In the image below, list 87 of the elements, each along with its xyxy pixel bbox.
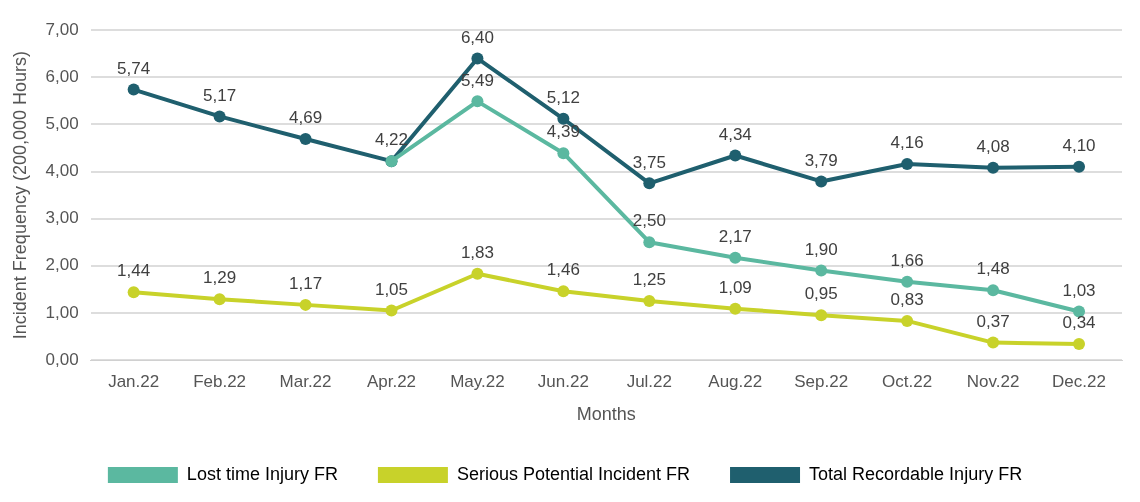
data-label: 1,03 [1062, 280, 1096, 300]
point [213, 293, 226, 306]
point [299, 133, 312, 146]
point [1073, 337, 1086, 350]
point [213, 110, 226, 123]
data-label: 1,17 [289, 274, 323, 294]
point [299, 298, 312, 311]
point [557, 112, 570, 125]
x-tick-label: Feb.22 [193, 371, 247, 391]
x-tick-label: Apr.22 [366, 371, 417, 391]
legend-label: Total Recordable Injury FR [809, 463, 1023, 484]
point [815, 309, 828, 322]
data-label: 0,95 [804, 284, 838, 304]
data-label: 1,83 [460, 242, 494, 262]
data-label: 1,05 [374, 279, 409, 299]
y-tick-label: 1,00 [45, 302, 79, 322]
point [127, 286, 140, 299]
legend-label: Serious Potential Incident FR [456, 463, 691, 484]
y-tick-label: 7,00 [45, 19, 79, 39]
point [643, 295, 656, 308]
x-tick-label: Dec.22 [1052, 371, 1106, 391]
y-tick-label: 4,00 [45, 161, 79, 181]
data-label: 1,25 [632, 270, 666, 290]
data-label: 4,10 [1062, 136, 1096, 156]
y-tick-label: 3,00 [45, 208, 79, 228]
x-tick-label: Jan.22 [108, 371, 160, 391]
data-label: 0,83 [890, 290, 924, 310]
point [643, 236, 656, 249]
x-tick-label: May.22 [450, 371, 505, 391]
data-label: 1,09 [718, 277, 752, 297]
data-label: 1,90 [804, 239, 838, 259]
x-tick-label: Jun.22 [537, 371, 589, 391]
point [557, 285, 570, 298]
data-label: 2,17 [718, 226, 752, 246]
data-label: 4,39 [546, 122, 580, 142]
data-label: 6,40 [460, 27, 494, 47]
point [471, 52, 484, 65]
point [901, 158, 914, 171]
point [901, 275, 914, 288]
data-label: 3,79 [804, 150, 838, 170]
data-label: 1,66 [890, 250, 924, 270]
data-label: 1,29 [203, 268, 237, 288]
y-tick-label: 0,00 [45, 349, 79, 369]
point [643, 177, 656, 190]
data-label: 1,48 [976, 259, 1010, 279]
y-tick-label: 6,00 [45, 67, 79, 86]
point [815, 175, 828, 188]
point [987, 161, 1000, 174]
data-label: 4,08 [976, 136, 1010, 156]
x-tick-label: Mar.22 [279, 371, 332, 391]
x-tick-label: Sep.22 [794, 371, 849, 391]
y-axis-title: Incident Frequency (200,000 Hours) [9, 51, 30, 340]
data-label: 5,74 [117, 58, 151, 78]
point [987, 336, 1000, 349]
y-tick-label: 5,00 [45, 114, 79, 134]
point [815, 264, 828, 277]
x-tick-label: Oct.22 [882, 371, 933, 391]
point [1073, 160, 1086, 173]
point [471, 95, 484, 108]
data-label: 1,46 [546, 260, 580, 280]
legend-label: Lost time Injury FR [186, 463, 338, 484]
point [385, 304, 398, 317]
x-tick-label: Nov.22 [966, 371, 1020, 391]
point [557, 147, 570, 160]
point [729, 149, 742, 162]
point [471, 267, 484, 280]
x-axis-title: Months [576, 404, 636, 425]
x-tick-label: Jul.22 [626, 371, 672, 391]
data-label: 2,50 [632, 211, 666, 231]
y-tick-label: 2,00 [45, 255, 79, 275]
data-label: 0,34 [1062, 313, 1096, 333]
data-label: 4,16 [890, 133, 924, 153]
x-tick-label: Aug.22 [708, 371, 763, 391]
point [987, 284, 1000, 297]
data-label: 5,17 [203, 85, 237, 105]
point [901, 314, 914, 327]
data-label: 4,22 [374, 130, 409, 150]
data-label: 4,34 [718, 124, 752, 144]
data-label: 4,69 [289, 108, 323, 128]
data-label: 5,12 [546, 87, 580, 107]
point [127, 83, 140, 96]
data-label: 5,49 [460, 70, 494, 90]
point [729, 251, 742, 264]
data-label: 1,44 [117, 261, 151, 281]
data-label: 3,75 [632, 152, 666, 172]
data-label: 0,37 [976, 311, 1010, 331]
point [729, 302, 742, 315]
